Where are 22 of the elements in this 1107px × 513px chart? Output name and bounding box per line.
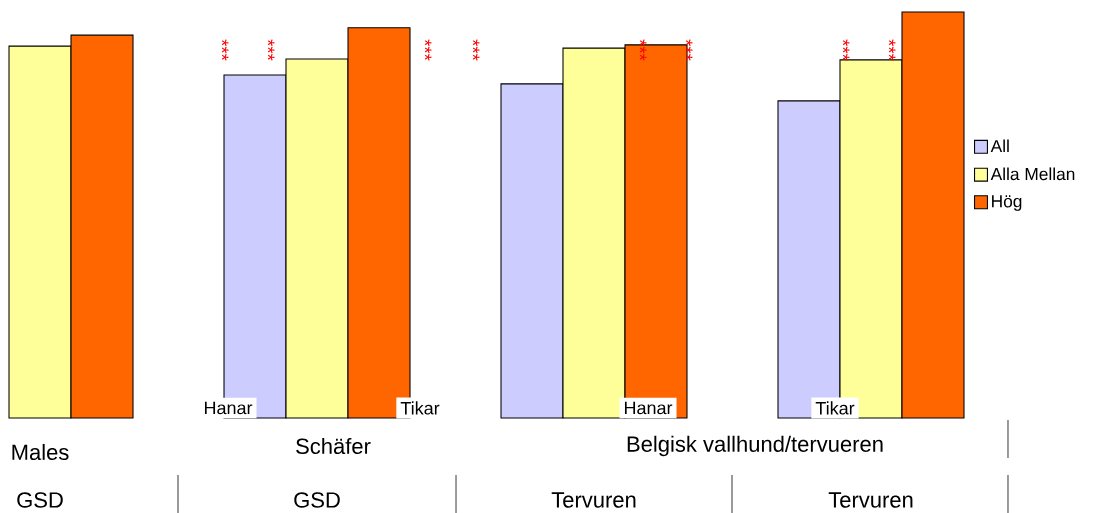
x-tick-label: Tervuren: [828, 492, 913, 508]
text: Schäfer: [296, 437, 371, 455]
annotation: ***: [267, 39, 275, 61]
annotation: ***: [472, 39, 480, 61]
annotation: ***: [685, 39, 693, 61]
annotation: Tikar: [400, 401, 440, 415]
annotation: Tikar: [815, 401, 855, 415]
legend-label: Hög: [992, 195, 1022, 211]
x-tick-label: Tervuren: [551, 492, 636, 508]
annotation: ***: [842, 39, 850, 61]
legend-label: All: [990, 139, 1009, 153]
legend-label: Alla Mellan: [990, 167, 1075, 181]
text: Belgisk vallhund/tervueren: [627, 435, 883, 457]
annotation: ***: [221, 39, 229, 61]
x-tick-label: GSD: [294, 492, 340, 508]
text: Males: [12, 443, 69, 461]
annotation: ***: [424, 39, 432, 61]
annotation: ***: [888, 39, 896, 61]
annotation: Hanar: [624, 401, 673, 415]
annotation: ***: [639, 39, 647, 61]
x-tick-label: GSD: [17, 492, 63, 508]
annotation: Hanar: [204, 401, 253, 415]
